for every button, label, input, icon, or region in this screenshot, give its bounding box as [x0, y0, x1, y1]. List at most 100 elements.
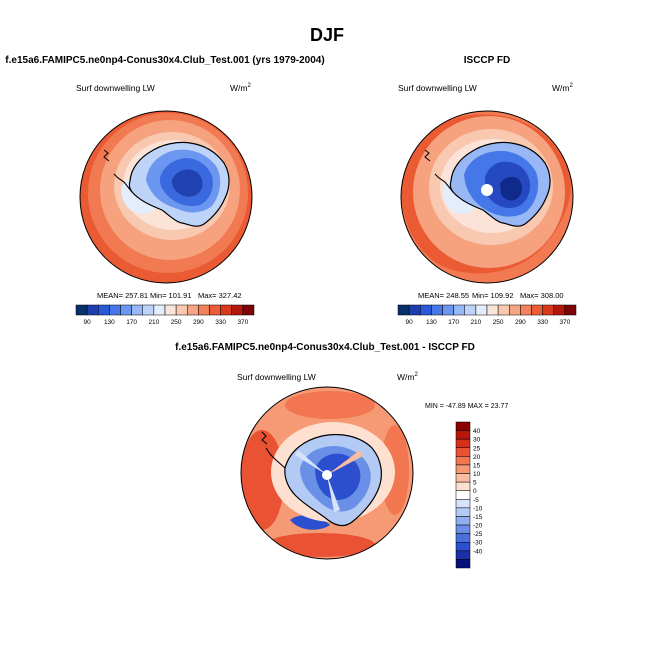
- contour-120: [500, 176, 523, 201]
- colorbar-tick-label: 25: [473, 445, 481, 452]
- colorbar-box: [564, 304, 577, 316]
- map-border: [79, 110, 253, 284]
- colorbar-tick-label: 330: [215, 319, 226, 326]
- colorbar-box: [453, 304, 465, 316]
- panel-obs-units: W/m2: [552, 83, 573, 93]
- antarctica-coastline: [128, 141, 230, 227]
- colorbar-tick-label: 170: [126, 319, 137, 326]
- colorbar-box: [198, 304, 210, 316]
- colorbar-box: [455, 559, 471, 569]
- colorbar-tick-label: 370: [237, 319, 248, 326]
- colorbar-tick-label: 130: [104, 319, 115, 326]
- antarctica-coastline: [449, 141, 551, 227]
- colorbar-box: [531, 304, 543, 316]
- warm-anomaly-south: [265, 533, 375, 557]
- colorbar-box: [553, 304, 566, 316]
- colorbar-box: [455, 499, 471, 509]
- antarctic-peninsula: [265, 447, 286, 469]
- panel-model-title: f.e15a6.FAMIPC5.ne0np4-Conus30x4.Club_Te…: [5, 55, 324, 66]
- map-border: [400, 110, 574, 284]
- colorbar-box: [209, 304, 221, 316]
- streak-ray-1: [295, 450, 327, 475]
- contour-neg30: [315, 453, 361, 500]
- colorbar-tick-label: 170: [448, 319, 459, 326]
- colorbar-box: [120, 304, 132, 316]
- colorbar-box: [455, 447, 471, 457]
- panel-model-max: Max= 327.42: [198, 291, 242, 300]
- colorbar-box: [497, 304, 510, 316]
- colorbar-box: [187, 304, 199, 316]
- colorbar-tick-label: 0: [473, 488, 477, 495]
- colorbar-box: [442, 304, 454, 316]
- colorbar-box: [397, 304, 410, 316]
- colorbar-box: [109, 304, 121, 316]
- colorbar-box: [455, 456, 471, 466]
- colorbar-tick-label: 330: [537, 319, 548, 326]
- colorbar-box: [455, 507, 471, 517]
- colorbar-tick-label: 290: [515, 319, 526, 326]
- colorbar-tick-label: -10: [473, 505, 483, 512]
- panel-obs-title: ISCCP FD: [464, 55, 511, 66]
- colorbar-tick-label: -15: [473, 514, 483, 521]
- streak-ray-2: [327, 450, 363, 475]
- antarctic-peninsula: [113, 173, 133, 193]
- colorbar-tick-label: 10: [473, 471, 481, 478]
- colorbar-tick-label: -25: [473, 531, 483, 538]
- warm-anomaly-north: [285, 391, 375, 419]
- panel-obs-map: [401, 111, 573, 283]
- colorbar-box: [455, 516, 471, 526]
- colorbar-box: [455, 464, 471, 474]
- colorbar-box: [455, 550, 471, 560]
- panel-diff-title: f.e15a6.FAMIPC5.ne0np4-Conus30x4.Club_Te…: [175, 342, 475, 353]
- warm-anomaly-west: [241, 430, 284, 530]
- colorbar-box: [509, 304, 521, 316]
- colorbar-tick-label: -5: [473, 497, 479, 504]
- colorbar-box: [98, 304, 110, 316]
- colorbar-box: [242, 304, 255, 316]
- panel-obs-variable: Surf downwelling LW: [398, 83, 477, 93]
- south-america-coast: [424, 149, 431, 162]
- colorbar-box: [455, 473, 471, 483]
- panel-diff-variable: Surf downwelling LW: [237, 372, 316, 382]
- units-exponent: 2: [414, 372, 418, 378]
- colorbar-tick-label: 40: [473, 428, 481, 435]
- colorbar-tick-label: 90: [84, 319, 92, 326]
- colorbar-box: [486, 304, 499, 316]
- pole-center: [322, 470, 332, 480]
- colorbar-box: [455, 524, 471, 534]
- panel-diff-minmax: MIN = -47.89 MAX = 23.77: [425, 403, 508, 410]
- contour-120: [171, 169, 203, 197]
- page-title: DJF: [310, 25, 344, 45]
- colorbar-box: [520, 304, 532, 316]
- panel-diff: f.e15a6.FAMIPC5.ne0np4-Conus30x4.Club_Te…: [175, 342, 508, 569]
- panel-diff-units: W/m2: [397, 372, 418, 382]
- south-america-coast: [261, 431, 268, 445]
- colorbar-tick-label: 250: [171, 319, 182, 326]
- colorbar-box: [542, 304, 554, 316]
- colorbar-tick-label: 210: [470, 319, 481, 326]
- colorbar-box: [131, 304, 143, 316]
- panel-obs-colorbar: 90 130 170 210 250 290 330 370: [397, 304, 577, 326]
- colorbar-box: [455, 490, 471, 500]
- panel-obs: ISCCP FD Surf downwelling LW W/m2 MEAN= …: [397, 55, 577, 326]
- colorbar-box: [164, 304, 177, 316]
- antarctica-coastline: [284, 433, 382, 527]
- panel-obs-min: Min= 109.92: [472, 291, 514, 300]
- map-border: [240, 386, 414, 560]
- colorbar-box: [75, 304, 88, 316]
- panel-diff-map: [241, 387, 413, 559]
- colorbar-tick-label: 130: [426, 319, 437, 326]
- south-america-coast: [103, 149, 110, 162]
- panel-obs-max: Max= 308.00: [520, 291, 564, 300]
- panel-model-mean: MEAN= 257.81: [97, 291, 148, 300]
- units-exponent: 2: [569, 83, 573, 89]
- colorbar-box: [142, 304, 155, 316]
- antarctic-peninsula: [434, 173, 454, 193]
- colorbar-tick-label: 90: [406, 319, 414, 326]
- colorbar-box: [408, 304, 421, 316]
- colorbar-tick-label: 370: [559, 319, 570, 326]
- units-label: W/m: [552, 83, 569, 93]
- panel-model-min: Min= 101.91: [150, 291, 192, 300]
- colorbar-box: [455, 481, 471, 491]
